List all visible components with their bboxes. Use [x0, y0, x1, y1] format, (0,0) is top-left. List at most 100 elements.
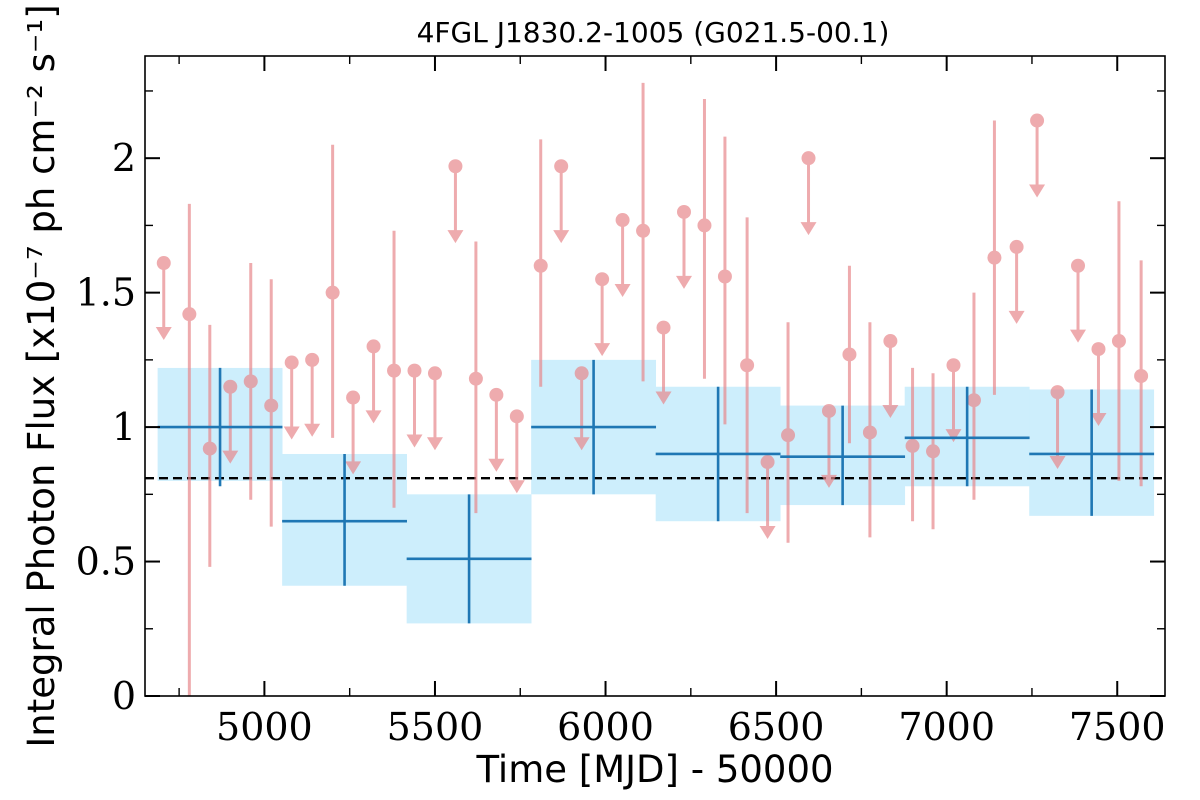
- x-tick-label-2: 6000: [557, 705, 654, 749]
- short-bin-point-42: [1030, 113, 1045, 128]
- short-bin-37: [926, 373, 941, 530]
- short-bin-26: [697, 99, 712, 379]
- short-bin-point-14: [448, 159, 463, 174]
- short-bin-42: [1029, 113, 1046, 198]
- short-bin-point-13: [427, 366, 442, 381]
- upper-limit-arrow-21: [594, 343, 611, 357]
- plot-frame: [144, 55, 1166, 697]
- x-tick-label-5: 7500: [1069, 705, 1166, 749]
- upper-limit-arrow-38: [945, 429, 962, 443]
- short-bin-9: [345, 390, 362, 475]
- upper-limit-arrow-22: [614, 283, 631, 297]
- upper-limit-arrow-7: [304, 423, 321, 437]
- short-bin-point-47: [1134, 369, 1149, 383]
- short-bin-47: [1134, 260, 1149, 487]
- short-bin-point-38: [946, 358, 961, 373]
- upper-limit-arrow-35: [882, 404, 899, 418]
- short-bin-point-31: [801, 151, 816, 166]
- short-bin-43: [1049, 385, 1066, 470]
- y-axis-label: Integral Photon Flux [x10⁻⁷ ph cm⁻² s⁻¹]: [20, 4, 63, 747]
- short-bin-point-39: [966, 393, 981, 408]
- short-bin-point-46: [1111, 334, 1126, 349]
- short-bin-point-10: [366, 339, 381, 354]
- short-bin-14: [447, 159, 464, 244]
- short-bin-point-37: [926, 444, 941, 459]
- y-tick-label-4: 2: [112, 136, 136, 180]
- x-tick-label-3: 6500: [728, 705, 825, 749]
- chart-title: 4FGL J1830.2-1005 (G021.5-00.1): [417, 16, 890, 49]
- short-bin-point-5: [264, 398, 279, 413]
- short-bin-point-33: [842, 347, 857, 362]
- short-bin-10: [365, 339, 382, 424]
- x-axis-label: Time [MJD] - 50000: [475, 748, 833, 791]
- short-bin-point-25: [676, 204, 691, 219]
- short-bin-24: [655, 320, 672, 405]
- short-bin-point-36: [905, 438, 920, 453]
- y-tick-label-0: 0: [112, 674, 136, 718]
- short-bin-point-40: [987, 250, 1002, 265]
- upper-limit-arrow-32: [820, 474, 837, 488]
- y-tick-label-1: 0.5: [76, 540, 136, 584]
- short-bin-36: [905, 367, 920, 522]
- short-bin-point-9: [346, 390, 361, 405]
- short-bin-point-1: [182, 307, 197, 322]
- short-bin-point-4: [243, 374, 258, 389]
- short-bin-30: [781, 322, 796, 543]
- short-bin-31: [800, 151, 817, 236]
- short-bin-point-12: [407, 363, 422, 378]
- short-bin-5: [264, 279, 279, 527]
- y-tick-label-3: 1.5: [76, 271, 136, 315]
- upper-limit-arrow-44: [1070, 329, 1087, 343]
- short-bin-41: [1008, 239, 1025, 324]
- short-bin-point-16: [489, 387, 504, 402]
- upper-limit-arrow-19: [553, 230, 570, 244]
- upper-limit-arrow-13: [426, 437, 443, 451]
- plot-area: [145, 82, 1165, 696]
- short-bin-point-29: [760, 455, 775, 470]
- short-bin-point-7: [305, 352, 320, 367]
- short-bin-8: [325, 144, 340, 438]
- upper-limit-arrow-0: [155, 326, 172, 340]
- short-bin-point-11: [387, 363, 402, 378]
- short-bin-3: [222, 379, 239, 464]
- short-bin-44: [1070, 258, 1087, 343]
- short-bin-25: [675, 204, 692, 289]
- short-bin-4: [243, 263, 258, 500]
- short-bin-15: [468, 241, 483, 514]
- x-tick-label-0: 5000: [216, 705, 313, 749]
- upper-limit-arrow-16: [488, 458, 505, 472]
- short-bin-1: [182, 203, 197, 696]
- x-tick-label-1: 5500: [387, 705, 484, 749]
- short-bin-11: [387, 230, 402, 508]
- short-bin-2: [202, 324, 217, 567]
- short-bin-19: [553, 159, 570, 244]
- short-bin-point-15: [468, 371, 483, 386]
- short-bin-point-45: [1091, 342, 1106, 357]
- short-bin-29: [759, 455, 776, 539]
- short-bin-28: [740, 217, 755, 514]
- upper-limit-arrow-9: [345, 461, 362, 475]
- short-bin-33: [842, 265, 857, 444]
- x-tick-label-4: 7000: [898, 705, 995, 749]
- upper-limit-arrow-12: [406, 434, 423, 448]
- axis-ticks: 5000 5500 6000 6500 7000 7500 0 0.5 1 1.5 2: [76, 56, 1166, 749]
- short-bin-0: [155, 256, 172, 340]
- short-bin-point-26: [697, 218, 712, 233]
- short-bin-32: [820, 403, 837, 488]
- short-bin-point-30: [781, 428, 796, 443]
- short-bin-point-17: [509, 409, 524, 424]
- upper-limit-arrow-20: [573, 437, 590, 451]
- short-bin-point-44: [1071, 258, 1086, 273]
- short-bin-point-27: [717, 269, 732, 284]
- upper-limit-arrow-24: [655, 391, 672, 405]
- short-bin-point-3: [223, 379, 238, 394]
- short-bin-21: [594, 272, 611, 357]
- short-bin-6: [283, 355, 300, 440]
- short-bin-point-22: [615, 213, 630, 228]
- short-bin-45: [1090, 342, 1107, 427]
- upper-limit-arrow-6: [283, 426, 300, 440]
- short-bin-point-35: [883, 334, 898, 349]
- short-bin-point-18: [533, 258, 548, 273]
- short-bin-12: [406, 363, 423, 448]
